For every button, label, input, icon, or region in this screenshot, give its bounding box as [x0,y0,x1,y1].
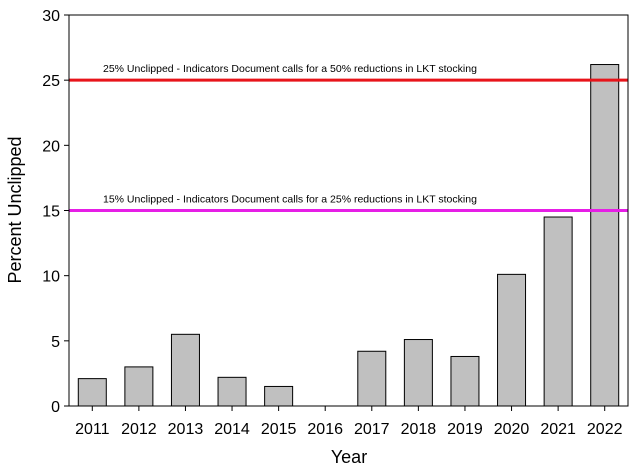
bar-2017 [357,350,387,407]
y-tick-label-20: 20 [42,138,60,155]
reference-lines-layer: 25% Unclipped - Indicators Document call… [69,63,628,212]
ticks-layer: 0 5 10 15 20 25 30 2011 2012 2013 2014 2015 2016 2017… [42,8,622,438]
x-tick-label-2015: 2015 [261,421,297,438]
x-tick-label-2014: 2014 [214,421,250,438]
y-tick-label-30: 30 [42,8,60,25]
x-tick-label-2017: 2017 [354,421,390,438]
bar-2011 [77,378,107,407]
y-axis-label: Percent Unclipped [5,136,25,283]
bar-2015 [264,385,294,407]
x-tick-label-2013: 2013 [168,421,204,438]
x-tick-label-2016: 2016 [307,421,343,438]
bar-2021 [543,216,573,407]
y-tick-label-5: 5 [51,334,60,351]
bar-2013 [170,333,200,407]
y-tick-label-25: 25 [42,73,60,90]
x-tick-label-2020: 2020 [494,421,530,438]
y-tick-label-15: 15 [42,204,60,221]
bars-layer [77,64,620,407]
x-tick-label-2011: 2011 [75,421,110,438]
reference-line-label-25: 25% Unclipped - Indicators Document call… [103,63,477,75]
y-tick-label-0: 0 [51,399,60,416]
x-axis-label: Year [331,447,367,467]
bar-2012 [124,366,154,407]
x-tick-label-2012: 2012 [121,421,157,438]
bar-2019 [450,355,480,407]
x-tick-label-2018: 2018 [401,421,437,438]
x-tick-label-2022: 2022 [587,421,623,438]
bar-2020 [497,273,527,407]
bar-2022 [590,64,620,407]
reference-line-label-15: 15% Unclipped - Indicators Document call… [103,194,477,206]
x-tick-label-2019: 2019 [447,421,483,438]
y-tick-label-10: 10 [42,269,60,286]
bar-2014 [217,376,247,407]
bar-2018 [403,339,433,407]
x-tick-label-2021: 2021 [540,421,576,438]
